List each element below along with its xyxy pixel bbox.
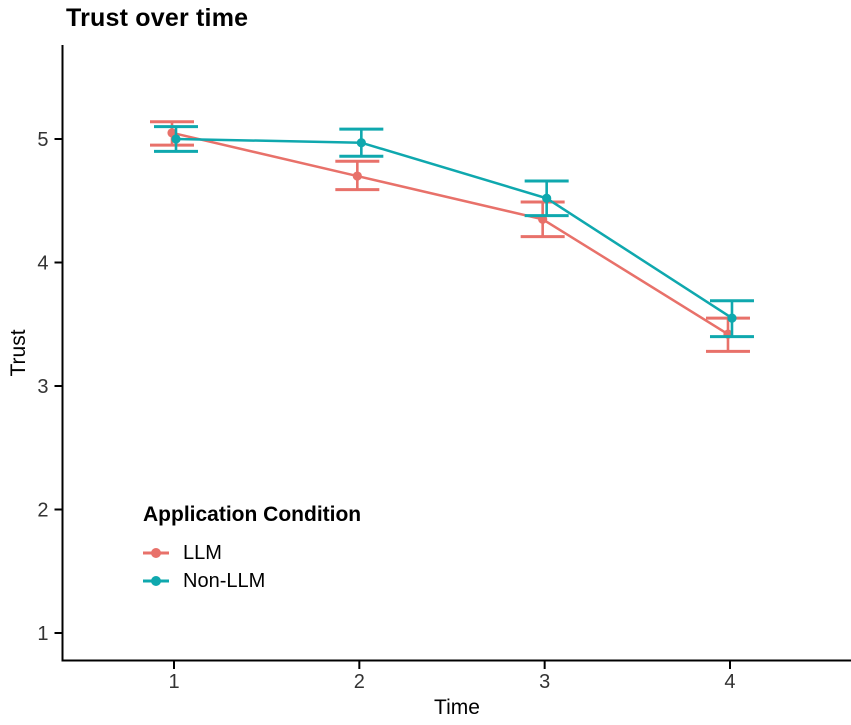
x-tick-label: 3 (539, 671, 550, 693)
x-tick-label: 4 (724, 671, 735, 693)
axes (61, 45, 851, 662)
y-tick-label: 4 (37, 253, 48, 275)
series-Non-LLM (154, 125, 754, 339)
x-tick-label: 1 (168, 671, 179, 693)
series-line (175, 137, 733, 320)
chart-title: Trust over time (66, 4, 249, 32)
y-tick-label: 2 (37, 500, 48, 522)
series-LLM (150, 120, 750, 353)
data-point (542, 193, 552, 203)
y-tick-label: 3 (37, 376, 48, 398)
legend-label-non-llm: Non-LLM (183, 569, 266, 592)
x-axis-label: Time (434, 696, 480, 719)
x-tick-label: 2 (354, 671, 365, 693)
non-llm-key-icon (143, 575, 169, 587)
series-line (171, 131, 729, 336)
y-tick-label: 5 (37, 129, 48, 151)
legend-item-llm: LLM (143, 539, 361, 567)
y-axis-label: Trust (7, 329, 30, 377)
x-axis-ticks: 1 2 3 4 (168, 661, 736, 693)
data-point (727, 313, 737, 323)
legend-item-non-llm: Non-LLM (143, 567, 361, 595)
legend: Application Condition LLM Non-LLM (143, 503, 361, 595)
data-point (171, 134, 181, 144)
data-point (356, 138, 366, 148)
y-axis-ticks: 1 2 3 4 5 (37, 129, 63, 645)
y-tick-label: 1 (37, 623, 48, 645)
legend-title: Application Condition (143, 503, 362, 526)
llm-key-icon (143, 547, 169, 559)
data-point (352, 171, 362, 181)
legend-label-llm: LLM (183, 541, 222, 564)
